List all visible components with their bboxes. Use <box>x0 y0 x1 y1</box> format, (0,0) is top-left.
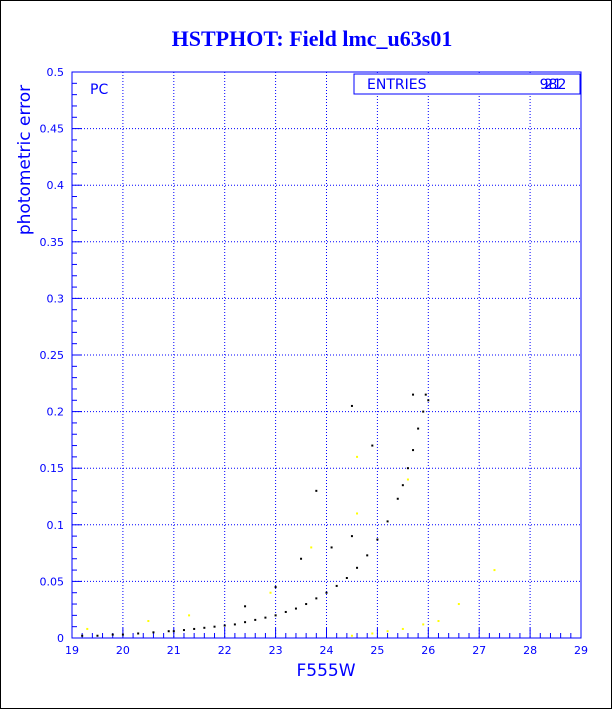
x-tick-label: 24 <box>320 644 334 657</box>
data-point-main <box>396 497 399 500</box>
data-point-main <box>315 597 318 600</box>
entries-value-1: 982 <box>540 77 567 93</box>
data-point-main <box>424 393 427 396</box>
data-point-secondary <box>422 623 425 626</box>
x-tick-label: 28 <box>523 644 537 657</box>
y-tick-label: 0.2 <box>47 406 65 419</box>
data-point-main <box>386 520 389 523</box>
data-point-main <box>350 535 353 538</box>
data-point-main <box>193 627 196 630</box>
data-point-main <box>172 630 175 633</box>
data-point-main <box>152 631 155 634</box>
data-point-main <box>111 633 114 636</box>
data-point-main <box>213 625 216 628</box>
x-tick-label: 29 <box>574 644 588 657</box>
data-point-secondary <box>356 512 359 515</box>
entries-label: ENTRIES <box>367 77 427 93</box>
data-point-secondary <box>188 614 191 617</box>
data-point-main <box>315 489 318 492</box>
x-tick-label: 26 <box>421 644 435 657</box>
entries-value-2: 21 <box>544 77 562 93</box>
y-tick-label: 0.05 <box>40 575 65 588</box>
entries-box-frame <box>353 73 581 95</box>
x-tick-label: 23 <box>269 644 283 657</box>
x-tick-label: 27 <box>472 644 486 657</box>
data-point-main <box>330 546 333 549</box>
data-point-secondary <box>493 569 496 572</box>
y-tick-label: 0.45 <box>40 123 65 136</box>
data-point-main <box>264 616 267 619</box>
data-point-main <box>412 393 415 396</box>
data-point-main <box>223 624 226 627</box>
data-point-main <box>284 610 287 613</box>
data-point-main <box>81 634 84 637</box>
data-point-main <box>233 623 236 626</box>
data-point-secondary <box>401 627 404 630</box>
y-tick-label: 0.25 <box>40 349 65 362</box>
data-point-main <box>137 632 140 635</box>
data-point-main <box>325 591 328 594</box>
plot-frame <box>71 71 582 639</box>
data-point-main <box>182 629 185 632</box>
data-point-main <box>376 538 379 541</box>
data-point-main <box>274 586 277 589</box>
data-point-main <box>335 584 338 587</box>
data-point-secondary <box>147 620 150 623</box>
grid-lines <box>72 72 581 638</box>
data-point-main <box>244 621 247 624</box>
entries-stat-box: ENTRIES 982 21 <box>353 73 581 95</box>
y-tick-label: 0.3 <box>47 292 65 305</box>
panel-label: PC <box>90 82 108 98</box>
data-point-main <box>274 614 277 617</box>
data-point-main <box>412 449 415 452</box>
data-point-main <box>203 626 206 629</box>
data-point-main <box>406 467 409 470</box>
data-point-main <box>371 444 374 447</box>
data-point-secondary <box>310 546 313 549</box>
data-point-main <box>345 577 348 580</box>
data-point-main <box>244 605 247 608</box>
data-point-secondary <box>406 478 409 481</box>
y-tick-label: 0.35 <box>40 236 65 249</box>
x-tick-label: 20 <box>116 644 130 657</box>
data-point-main <box>427 399 430 402</box>
x-tick-label: 19 <box>65 644 79 657</box>
data-point-secondary <box>356 455 359 458</box>
data-point-secondary <box>371 632 374 635</box>
data-point-main <box>305 603 308 606</box>
x-tick-label: 21 <box>167 644 181 657</box>
y-tick-label: 0 <box>57 632 64 645</box>
y-axis-label: photometric error <box>15 85 35 235</box>
data-point-secondary <box>86 627 89 630</box>
chart-title: HSTPHOT: Field lmc_u63s01 <box>172 26 453 51</box>
y-tick-label: 0.1 <box>47 519 65 532</box>
data-point-main <box>366 554 369 557</box>
y-tick-label: 0.4 <box>47 179 65 192</box>
y-tick-label: 0.5 <box>47 66 65 79</box>
data-point-main <box>96 634 99 637</box>
x-axis-label: F555W <box>296 661 355 681</box>
data-point-main <box>350 404 353 407</box>
data-point-secondary <box>269 591 272 594</box>
data-point-main <box>356 566 359 569</box>
data-point-main <box>417 427 420 430</box>
data-point-main <box>167 630 170 633</box>
data-point-main <box>300 557 303 560</box>
data-point-secondary <box>457 603 460 606</box>
tick-labels: 19 20 21 22 23 24 25 26 27 28 29 0 0.05 0.1 0.15 0.2 0.2… <box>40 66 589 657</box>
data-point-secondary <box>437 620 440 623</box>
data-point-main <box>422 410 425 413</box>
data-point-main <box>401 484 404 487</box>
x-tick-label: 22 <box>218 644 232 657</box>
data-points <box>81 393 496 637</box>
data-point-main <box>121 633 124 636</box>
data-point-main <box>254 618 257 621</box>
data-point-secondary <box>386 630 389 633</box>
data-point-main <box>294 607 297 610</box>
y-tick-label: 0.15 <box>40 462 65 475</box>
x-tick-label: 25 <box>370 644 384 657</box>
data-point-secondary <box>350 634 353 637</box>
